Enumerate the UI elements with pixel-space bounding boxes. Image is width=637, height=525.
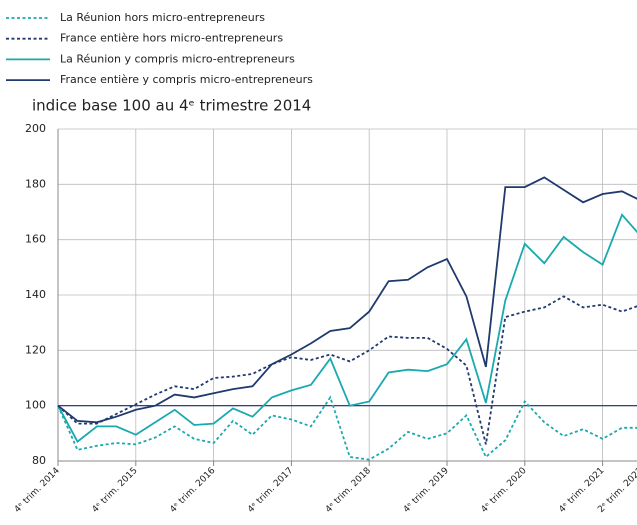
x-tick-label: 4ᵉ trim. 2019 <box>402 466 451 515</box>
x-tick-label: 4ᵉ trim. 2018 <box>324 466 373 515</box>
y-tick-label: 180 <box>25 177 46 190</box>
series-line <box>57 295 637 445</box>
chart-subtitle: indice base 100 au 4ᵉ trimestre 2014 <box>32 97 311 115</box>
series-line <box>57 395 637 461</box>
y-tick-label: 200 <box>25 122 46 135</box>
legend-label: France entière hors micro-entrepreneurs <box>60 32 283 45</box>
x-tick-label: 4ᵉ trim. 2014 <box>13 466 62 515</box>
x-tick-label: 4ᵉ trim. 2015 <box>91 466 140 515</box>
series-line <box>57 176 637 424</box>
y-tick-label: 140 <box>25 288 46 301</box>
legend-label: La Réunion y compris micro-entrepreneurs <box>60 52 295 65</box>
y-tick-label: 80 <box>32 454 46 467</box>
x-tick-label: 4ᵉ trim. 2020 <box>480 466 529 515</box>
series-line <box>57 213 637 443</box>
y-tick-label: 160 <box>25 233 46 246</box>
x-tick-label: 4ᵉ trim. 2017 <box>246 466 295 515</box>
legend-label: La Réunion hors micro-entrepreneurs <box>60 11 265 24</box>
x-tick-label: 4ᵉ trim. 2016 <box>168 466 217 515</box>
legend-label: France entière y compris micro-entrepren… <box>60 73 313 86</box>
y-tick-label: 120 <box>25 343 46 356</box>
y-tick-label: 100 <box>25 399 46 412</box>
